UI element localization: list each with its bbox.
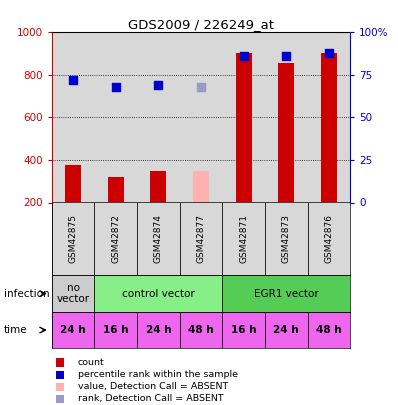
Bar — [193, 171, 209, 202]
Bar — [94, 275, 222, 312]
Bar — [56, 371, 64, 379]
Text: 24 h: 24 h — [273, 325, 299, 335]
Bar — [179, 312, 222, 348]
Bar — [65, 165, 81, 202]
Text: 24 h: 24 h — [146, 325, 171, 335]
Point — [70, 77, 76, 83]
Bar — [137, 202, 179, 275]
Point — [113, 83, 119, 90]
Bar — [52, 202, 94, 275]
Bar — [236, 53, 252, 202]
Bar — [56, 358, 64, 367]
Bar — [52, 312, 94, 348]
Text: GSM42873: GSM42873 — [282, 215, 291, 263]
Text: rank, Detection Call = ABSENT: rank, Detection Call = ABSENT — [78, 394, 223, 403]
Text: no
vector: no vector — [57, 283, 90, 305]
Bar — [107, 177, 124, 202]
Text: 48 h: 48 h — [188, 325, 214, 335]
Title: GDS2009 / 226249_at: GDS2009 / 226249_at — [128, 18, 274, 31]
Bar — [137, 312, 179, 348]
Text: GSM42875: GSM42875 — [68, 215, 78, 263]
Bar — [94, 312, 137, 348]
Text: value, Detection Call = ABSENT: value, Detection Call = ABSENT — [78, 382, 228, 391]
Point — [326, 49, 332, 56]
Text: GSM42871: GSM42871 — [239, 215, 248, 263]
Text: GSM42872: GSM42872 — [111, 215, 120, 263]
Bar — [308, 312, 350, 348]
Bar — [179, 202, 222, 275]
Bar — [222, 312, 265, 348]
Text: control vector: control vector — [122, 289, 195, 298]
Text: GSM42876: GSM42876 — [324, 215, 334, 263]
Bar — [308, 202, 350, 275]
Bar — [52, 275, 94, 312]
Point — [283, 53, 289, 60]
Bar — [321, 53, 337, 202]
Text: 16 h: 16 h — [103, 325, 129, 335]
Bar — [265, 202, 308, 275]
Text: 48 h: 48 h — [316, 325, 342, 335]
Bar — [222, 275, 350, 312]
Text: count: count — [78, 358, 104, 367]
Text: percentile rank within the sample: percentile rank within the sample — [78, 370, 238, 379]
Text: GSM42877: GSM42877 — [197, 215, 205, 263]
Point — [155, 82, 162, 88]
Text: 24 h: 24 h — [60, 325, 86, 335]
Text: time: time — [4, 325, 27, 335]
Bar — [94, 202, 137, 275]
Bar — [222, 202, 265, 275]
Text: infection: infection — [4, 289, 50, 298]
Bar — [265, 312, 308, 348]
Point — [240, 53, 247, 60]
Point — [198, 83, 204, 90]
Bar — [278, 63, 295, 202]
Bar — [150, 171, 166, 202]
Bar — [56, 395, 64, 403]
Text: GSM42874: GSM42874 — [154, 215, 163, 263]
Bar — [56, 383, 64, 391]
Text: EGR1 vector: EGR1 vector — [254, 289, 319, 298]
Text: 16 h: 16 h — [231, 325, 256, 335]
